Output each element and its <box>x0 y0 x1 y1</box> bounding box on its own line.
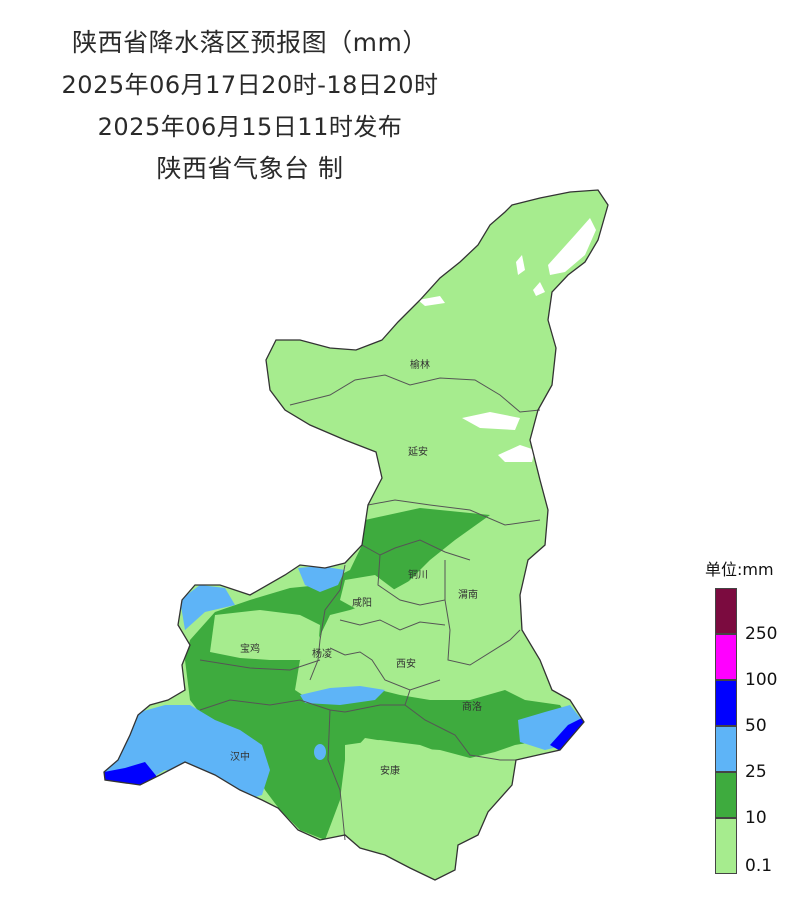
legend-swatch-100-250 <box>715 634 737 680</box>
city-label-xianyang: 咸阳 <box>352 597 372 609</box>
legend-tick-0.1: 0.1 <box>745 856 773 876</box>
zone-25-50mm-qinling <box>300 686 385 705</box>
city-labels: 榆林 延安 铜川 咸阳 渭南 宝鸡 杨凌 西安 汉中 商洛 安康 <box>230 358 482 777</box>
legend-tick-100: 100 <box>745 670 778 690</box>
zone-none-2 <box>418 296 445 306</box>
issue-time: 2025年06月15日11时发布 <box>97 113 403 141</box>
legend-tick-250: 250 <box>745 624 778 644</box>
legend-title: 单位:mm <box>705 560 774 579</box>
city-label-ankang: 安康 <box>380 764 400 777</box>
zone-10-25mm <box>185 508 570 840</box>
zone-50-100mm-hanzhong <box>104 762 158 786</box>
legend-swatch-0.1-10 <box>715 818 737 874</box>
city-label-tongchuan: 铜川 <box>408 569 428 581</box>
zone-light-xianyang <box>340 575 395 610</box>
zone-none-6 <box>533 282 545 296</box>
city-label-hanzhong: 汉中 <box>230 750 250 763</box>
city-label-xian: 西安 <box>396 657 416 670</box>
zone-none-3 <box>462 412 520 430</box>
legend-swatch-250plus <box>715 588 737 634</box>
city-label-yanan: 延安 <box>408 445 428 458</box>
legend-tick-25: 25 <box>745 762 767 782</box>
legend-tick-50: 50 <box>745 716 767 736</box>
zone-none-1 <box>548 218 596 275</box>
legend-tick-10: 10 <box>745 808 767 828</box>
city-boundaries <box>199 374 541 841</box>
zone-25-50mm-dot <box>314 744 326 760</box>
legend: 单位:mm 250 100 50 25 10 0.1 <box>705 556 791 886</box>
zone-25-50mm-north <box>298 566 345 592</box>
zone-light-ankang <box>345 740 515 878</box>
city-label-shangluo: 商洛 <box>462 700 482 713</box>
forecast-period: 2025年06月17日20时-18日20时 <box>61 71 439 99</box>
city-label-yulin: 榆林 <box>410 358 430 371</box>
precip-zones <box>104 218 596 878</box>
zone-25-50mm-baoji <box>180 585 235 630</box>
legend-swatch-10-25 <box>715 772 737 818</box>
map-title-block: 陕西省降水落区预报图（mm） 2025年06月17日20时-18日20时 202… <box>40 22 460 190</box>
city-label-weinan: 渭南 <box>458 588 478 601</box>
zone-50-100mm-shangluo <box>550 718 584 752</box>
zone-light-xian <box>370 555 515 680</box>
city-label-yangling: 杨凌 <box>312 647 332 660</box>
issuer: 陕西省气象台 制 <box>156 154 344 183</box>
map-title: 陕西省降水落区预报图（mm） <box>72 28 428 57</box>
legend-swatch-50-100 <box>715 680 737 726</box>
zone-none-5 <box>516 255 525 275</box>
city-label-baoji: 宝鸡 <box>240 642 260 655</box>
legend-swatch-25-50 <box>715 726 737 772</box>
zone-none-4 <box>498 445 535 462</box>
zone-light-baoji <box>210 610 320 660</box>
